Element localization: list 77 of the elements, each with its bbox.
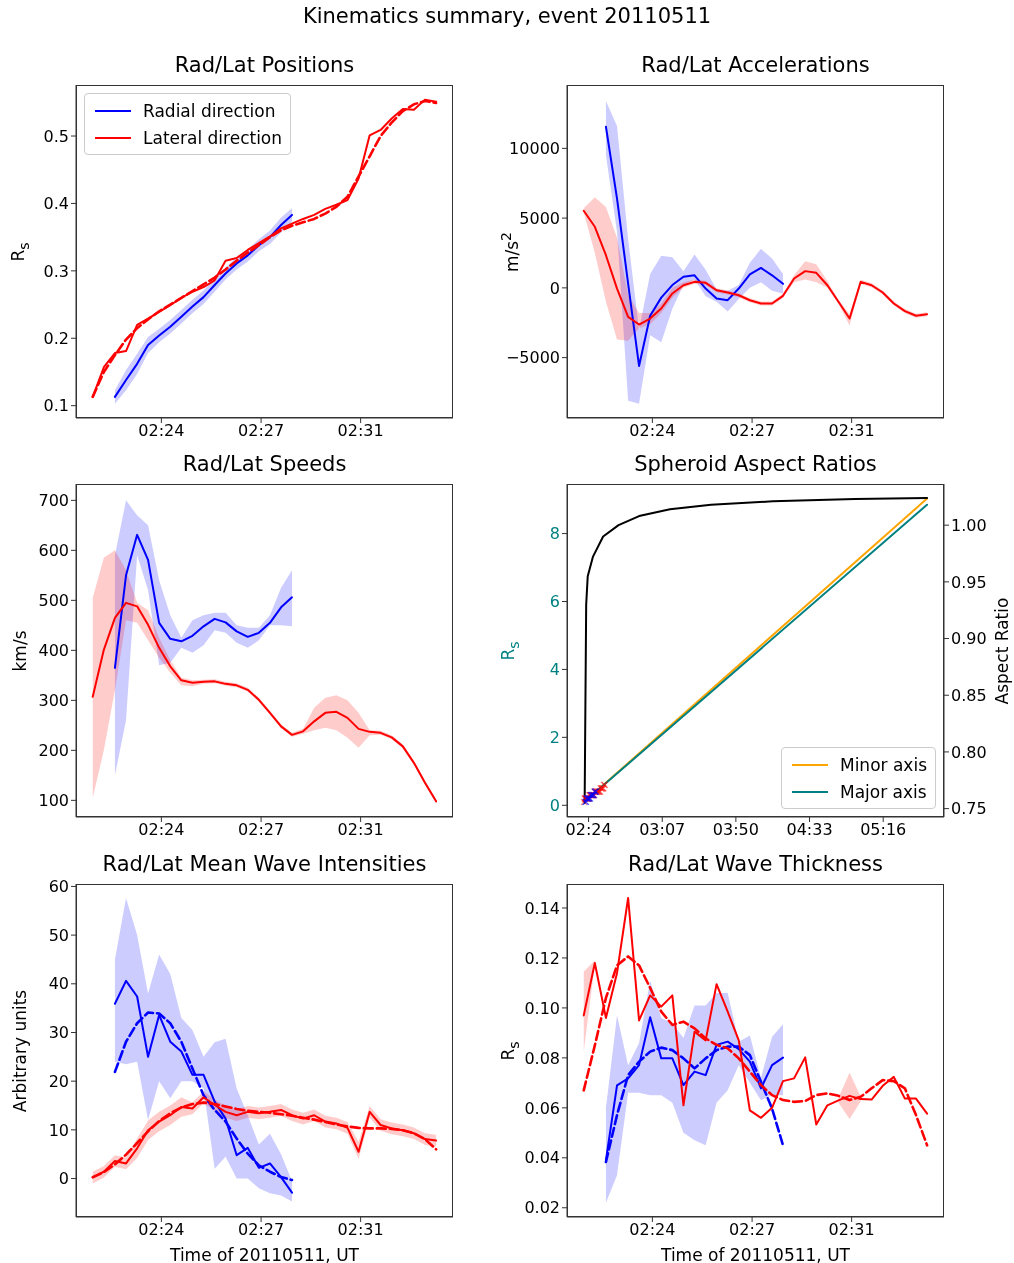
- legend-label: Radial direction: [143, 100, 276, 121]
- y-tick-label: 300: [38, 691, 69, 711]
- y-tick-label: 0.12: [524, 948, 560, 968]
- y2-tick-label: 1.00: [951, 515, 987, 535]
- y2-tick-label: 0.80: [951, 742, 987, 762]
- legend-label: Major axis: [839, 781, 927, 802]
- x-tick-label: 02:31: [828, 1220, 875, 1240]
- y-tick-label: 0.14: [524, 898, 560, 918]
- y-tick-label: 0.06: [524, 1098, 560, 1118]
- x-tick-label: 03:50: [712, 820, 759, 840]
- y-tick-label: 100: [38, 791, 69, 811]
- y2-tick-label: 0.95: [951, 572, 987, 592]
- y-tick-label: 0: [58, 1169, 69, 1189]
- y-tick-label: 50: [48, 925, 69, 945]
- x-tick-label: 05:16: [860, 820, 907, 840]
- y-tick-label: 8: [549, 524, 560, 544]
- x-tick-label: 02:31: [337, 421, 384, 441]
- y-tick-label: 600: [38, 541, 69, 561]
- y-axis-title: Arbitrary units: [10, 989, 30, 1112]
- y-tick-label: 0.3: [43, 261, 69, 281]
- chart-title: Rad/Lat Mean Wave Intensities: [101, 852, 428, 876]
- x-tick-label: 02:31: [337, 1220, 384, 1240]
- y-tick-label: 40: [48, 974, 69, 994]
- y-tick-label: 0.02: [524, 1198, 560, 1218]
- y-tick-label: 5000: [519, 208, 560, 228]
- x-tick-label: 02:31: [828, 421, 875, 441]
- x-tick-label: 03:07: [639, 820, 686, 840]
- chart-title: Rad/Lat Accelerations: [640, 53, 871, 77]
- y2-axis-title: Aspect Ratio: [992, 597, 1012, 704]
- y2-tick-label: 0.85: [951, 685, 987, 705]
- y-tick-label: 200: [38, 741, 69, 761]
- x-tick-label: 02:27: [238, 1220, 285, 1240]
- y-tick-label: 0.2: [43, 328, 69, 348]
- x-axis-title: Time of 20110511, UT: [660, 1245, 851, 1263]
- y-tick-label: 0.4: [43, 194, 69, 214]
- chart-title: Rad/Lat Wave Thickness: [627, 852, 884, 876]
- y-tick-label: 700: [38, 491, 69, 511]
- y-tick-label: −5000: [505, 348, 560, 368]
- y-tick-label: 0: [549, 795, 560, 815]
- y2-tick-label: 0.90: [951, 629, 987, 649]
- y-tick-label: 0.5: [43, 126, 69, 146]
- x-tick-label: 02:24: [138, 421, 185, 441]
- x-tick-label: 02:27: [729, 1220, 776, 1240]
- x-tick-label: 02:27: [729, 421, 776, 441]
- x-tick-label: 02:24: [565, 820, 612, 840]
- x-tick-label: 02:24: [138, 820, 185, 840]
- x-tick-label: 04:33: [786, 820, 833, 840]
- chart-title: Rad/Lat Speeds: [181, 452, 348, 476]
- chart-title: Rad/Lat Positions: [173, 53, 356, 77]
- y2-tick-label: 0.75: [951, 799, 987, 819]
- chart-title: Spheroid Aspect Ratios: [633, 452, 878, 476]
- text: Kinematics summary, event 20110511: [301, 4, 713, 28]
- x-tick-label: 02:24: [629, 1220, 676, 1240]
- y-tick-label: 4: [549, 660, 560, 680]
- y-tick-label: 10: [48, 1120, 69, 1140]
- legend-label: Minor axis: [839, 754, 927, 775]
- y-tick-label: 30: [48, 1023, 69, 1043]
- x-tick-label: 02:24: [629, 421, 676, 441]
- y-tick-label: 0: [549, 278, 560, 298]
- y-tick-label: 2: [549, 728, 560, 748]
- y-tick-label: 0.1: [43, 396, 69, 416]
- legend-label: Lateral direction: [143, 127, 283, 148]
- x-axis-title: Time of 20110511, UT: [169, 1245, 360, 1263]
- x-tick-label: 02:27: [238, 820, 285, 840]
- x-tick-label: 02:24: [138, 1220, 185, 1240]
- y-tick-label: 0.08: [524, 1048, 560, 1068]
- y-tick-label: 20: [48, 1071, 69, 1091]
- y-tick-label: 500: [38, 591, 69, 611]
- y-tick-label: 60: [48, 877, 69, 897]
- y-axis-title: km/s: [10, 630, 30, 671]
- x-tick-label: 02:31: [337, 820, 384, 840]
- y-tick-label: 10000: [509, 139, 560, 159]
- x-tick-label: 02:27: [238, 421, 285, 441]
- y-tick-label: 0.10: [524, 998, 560, 1018]
- y-tick-label: 400: [38, 641, 69, 661]
- y-tick-label: 0.04: [524, 1148, 560, 1168]
- y-tick-label: 6: [549, 592, 560, 612]
